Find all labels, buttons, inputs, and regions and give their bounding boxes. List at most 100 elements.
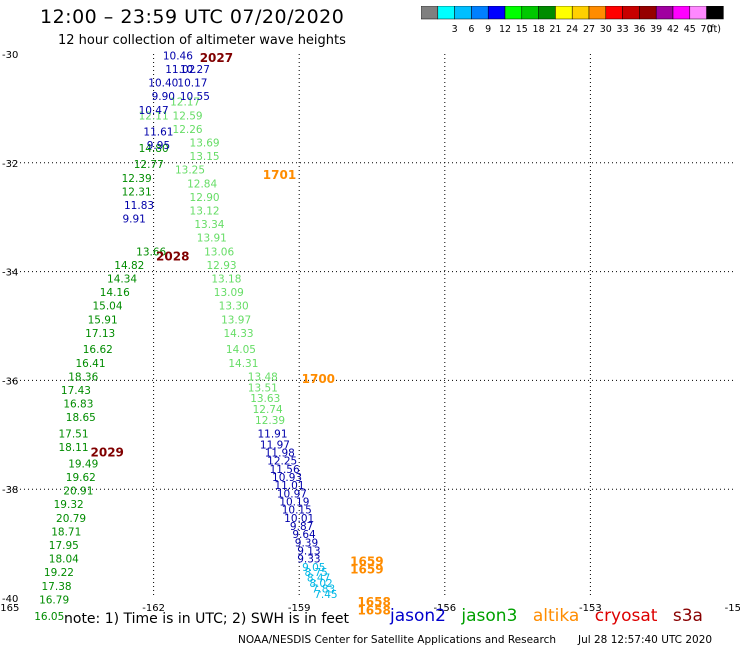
wave-height-value: 12.77 — [134, 159, 164, 171]
wave-height-value: 17.43 — [61, 385, 91, 397]
wave-height-value: 14.80 — [139, 143, 169, 155]
satellite-altika: altika — [532, 606, 580, 626]
wave-height-value: 17.95 — [49, 540, 79, 552]
time-label: 1658 — [357, 595, 390, 609]
x-tick-label: -153 — [579, 603, 602, 614]
wave-height-value: 13.63 — [250, 393, 280, 405]
color-bin-label: 42 — [667, 24, 679, 35]
page-title: 12:00 – 23:59 UTC 07/20/2020 — [40, 6, 345, 28]
wave-height-value: 12.25 — [267, 456, 297, 468]
color-bin-label: 39 — [650, 24, 662, 35]
x-tick-label: -150 — [725, 603, 740, 614]
time-label: 2027 — [200, 51, 233, 65]
wave-height-value: 18.11 — [58, 442, 88, 454]
credit-line: NOAA/NESDIS Center for Satellite Applica… — [238, 634, 556, 646]
wave-height-value: 11.56 — [270, 464, 300, 476]
color-bin-label: (ft) — [707, 24, 721, 35]
y-tick-label: -34 — [2, 268, 18, 279]
wave-height-value: 13.18 — [211, 273, 241, 285]
wave-height-value: 11.83 — [124, 200, 154, 212]
color-bin-label: 3 — [452, 24, 458, 35]
x-tick-label: -159 — [288, 603, 311, 614]
satellite-s3a: s3a — [672, 606, 703, 626]
time-label: 1658 — [357, 603, 390, 617]
wave-height-value: 8.75 — [304, 567, 327, 579]
wave-height-value: 10.97 — [277, 488, 307, 500]
wave-height-value: 15.04 — [92, 301, 122, 313]
color-bin-label: 15 — [516, 24, 528, 35]
wave-height-value: 13.66 — [136, 246, 166, 258]
wave-height-value: 18.71 — [51, 526, 81, 538]
color-bin-label: 45 — [684, 24, 696, 35]
wave-height-value: 12.31 — [122, 186, 152, 198]
wave-height-value: 14.05 — [226, 344, 256, 356]
color-bin-label: 27 — [583, 24, 595, 35]
wave-height-value: 13.12 — [190, 205, 220, 217]
color-scale-legend: 3 6 9 12 15 18 21 24 27 30 33 36 39 42 45 70(ft) — [421, 6, 724, 35]
color-bin-label: 36 — [633, 24, 645, 35]
wave-height-value: 13.97 — [221, 314, 251, 326]
x-tick-label: -156 — [433, 603, 456, 614]
wave-height-value: 9.39 — [295, 537, 318, 549]
wave-height-value: 9.13 — [297, 545, 320, 557]
wave-height-value: 20.91 — [63, 486, 93, 498]
wave-height-value: 11.98 — [265, 448, 295, 460]
wave-height-value: 12.26 — [173, 124, 203, 136]
wave-height-value: 13.09 — [214, 287, 244, 299]
color-bin-label: 21 — [549, 24, 561, 35]
color-bin — [706, 6, 724, 20]
wave-height-value: 9.05 — [302, 562, 325, 574]
wave-height-value: 10.93 — [272, 472, 302, 484]
satellite-jason2: jason2 — [390, 606, 446, 626]
y-tick-label: -32 — [2, 159, 18, 170]
x-tick-label: -162 — [142, 603, 165, 614]
wave-height-value: 20.79 — [56, 513, 86, 525]
color-bin-label: 70 — [701, 24, 713, 35]
y-tick-label: -30 — [2, 50, 18, 61]
wave-height-value: 8.47 — [307, 573, 330, 585]
wave-height-value: 9.95 — [147, 140, 170, 152]
wave-height-value: 10.15 — [282, 505, 312, 517]
wave-height-value: 13.25 — [175, 165, 205, 177]
timestamp: Jul 28 12:57:40 UTC 2020 — [578, 634, 713, 646]
wave-height-value: 16.05 — [34, 611, 64, 623]
wave-height-value: 8.02 — [309, 578, 332, 590]
wave-height-value: 11.61 — [143, 127, 173, 139]
color-bin-label: 24 — [566, 24, 578, 35]
wave-height-value: 15.91 — [88, 314, 118, 326]
wave-height-value: 10.19 — [279, 497, 309, 509]
wave-height-value: 10.47 — [139, 105, 169, 117]
satellite-jason3: jason3 — [461, 606, 518, 626]
wave-height-value: 18.04 — [49, 554, 79, 566]
time-label: 1701 — [263, 168, 296, 182]
wave-height-value: 16.83 — [63, 399, 93, 411]
wave-height-value: 19.22 — [44, 567, 74, 579]
color-bin-label: 9 — [485, 24, 491, 35]
wave-height-value: 14.31 — [228, 358, 258, 370]
satellite-legend: jason2 jason3 altika cryosat s3a — [390, 606, 713, 626]
wave-height-value: 13.15 — [190, 151, 220, 163]
wave-height-value: 17.13 — [85, 328, 115, 340]
wave-height-value: 9.64 — [292, 529, 316, 541]
color-bin-label: 33 — [617, 24, 629, 35]
wave-height-value: 18.36 — [68, 371, 98, 383]
wave-height-value: 10.01 — [284, 513, 314, 525]
color-bin-label: 30 — [600, 24, 612, 35]
wave-height-value: 14.16 — [100, 287, 130, 299]
wave-height-value: 12.17 — [170, 97, 200, 109]
footnote: note: 1) Time is in UTC; 2) SWH is in fe… — [64, 611, 350, 627]
wave-height-value: 18.65 — [66, 412, 96, 424]
x-tick-label: -165 — [0, 603, 19, 614]
wave-height-value: 14.33 — [224, 328, 254, 340]
color-bin-label: 18 — [533, 24, 545, 35]
wave-height-value: 13.30 — [219, 301, 249, 313]
wave-height-value: 12.59 — [173, 110, 203, 122]
wave-height-value: 10.27 — [180, 64, 210, 76]
wave-height-value: 17.51 — [58, 429, 88, 441]
wave-height-value: 11.91 — [257, 429, 287, 441]
wave-height-value: 16.41 — [75, 358, 105, 370]
wave-height-value: 14.82 — [114, 260, 144, 272]
y-tick-label: -38 — [2, 485, 18, 496]
wave-height-value: 13.91 — [197, 233, 227, 245]
